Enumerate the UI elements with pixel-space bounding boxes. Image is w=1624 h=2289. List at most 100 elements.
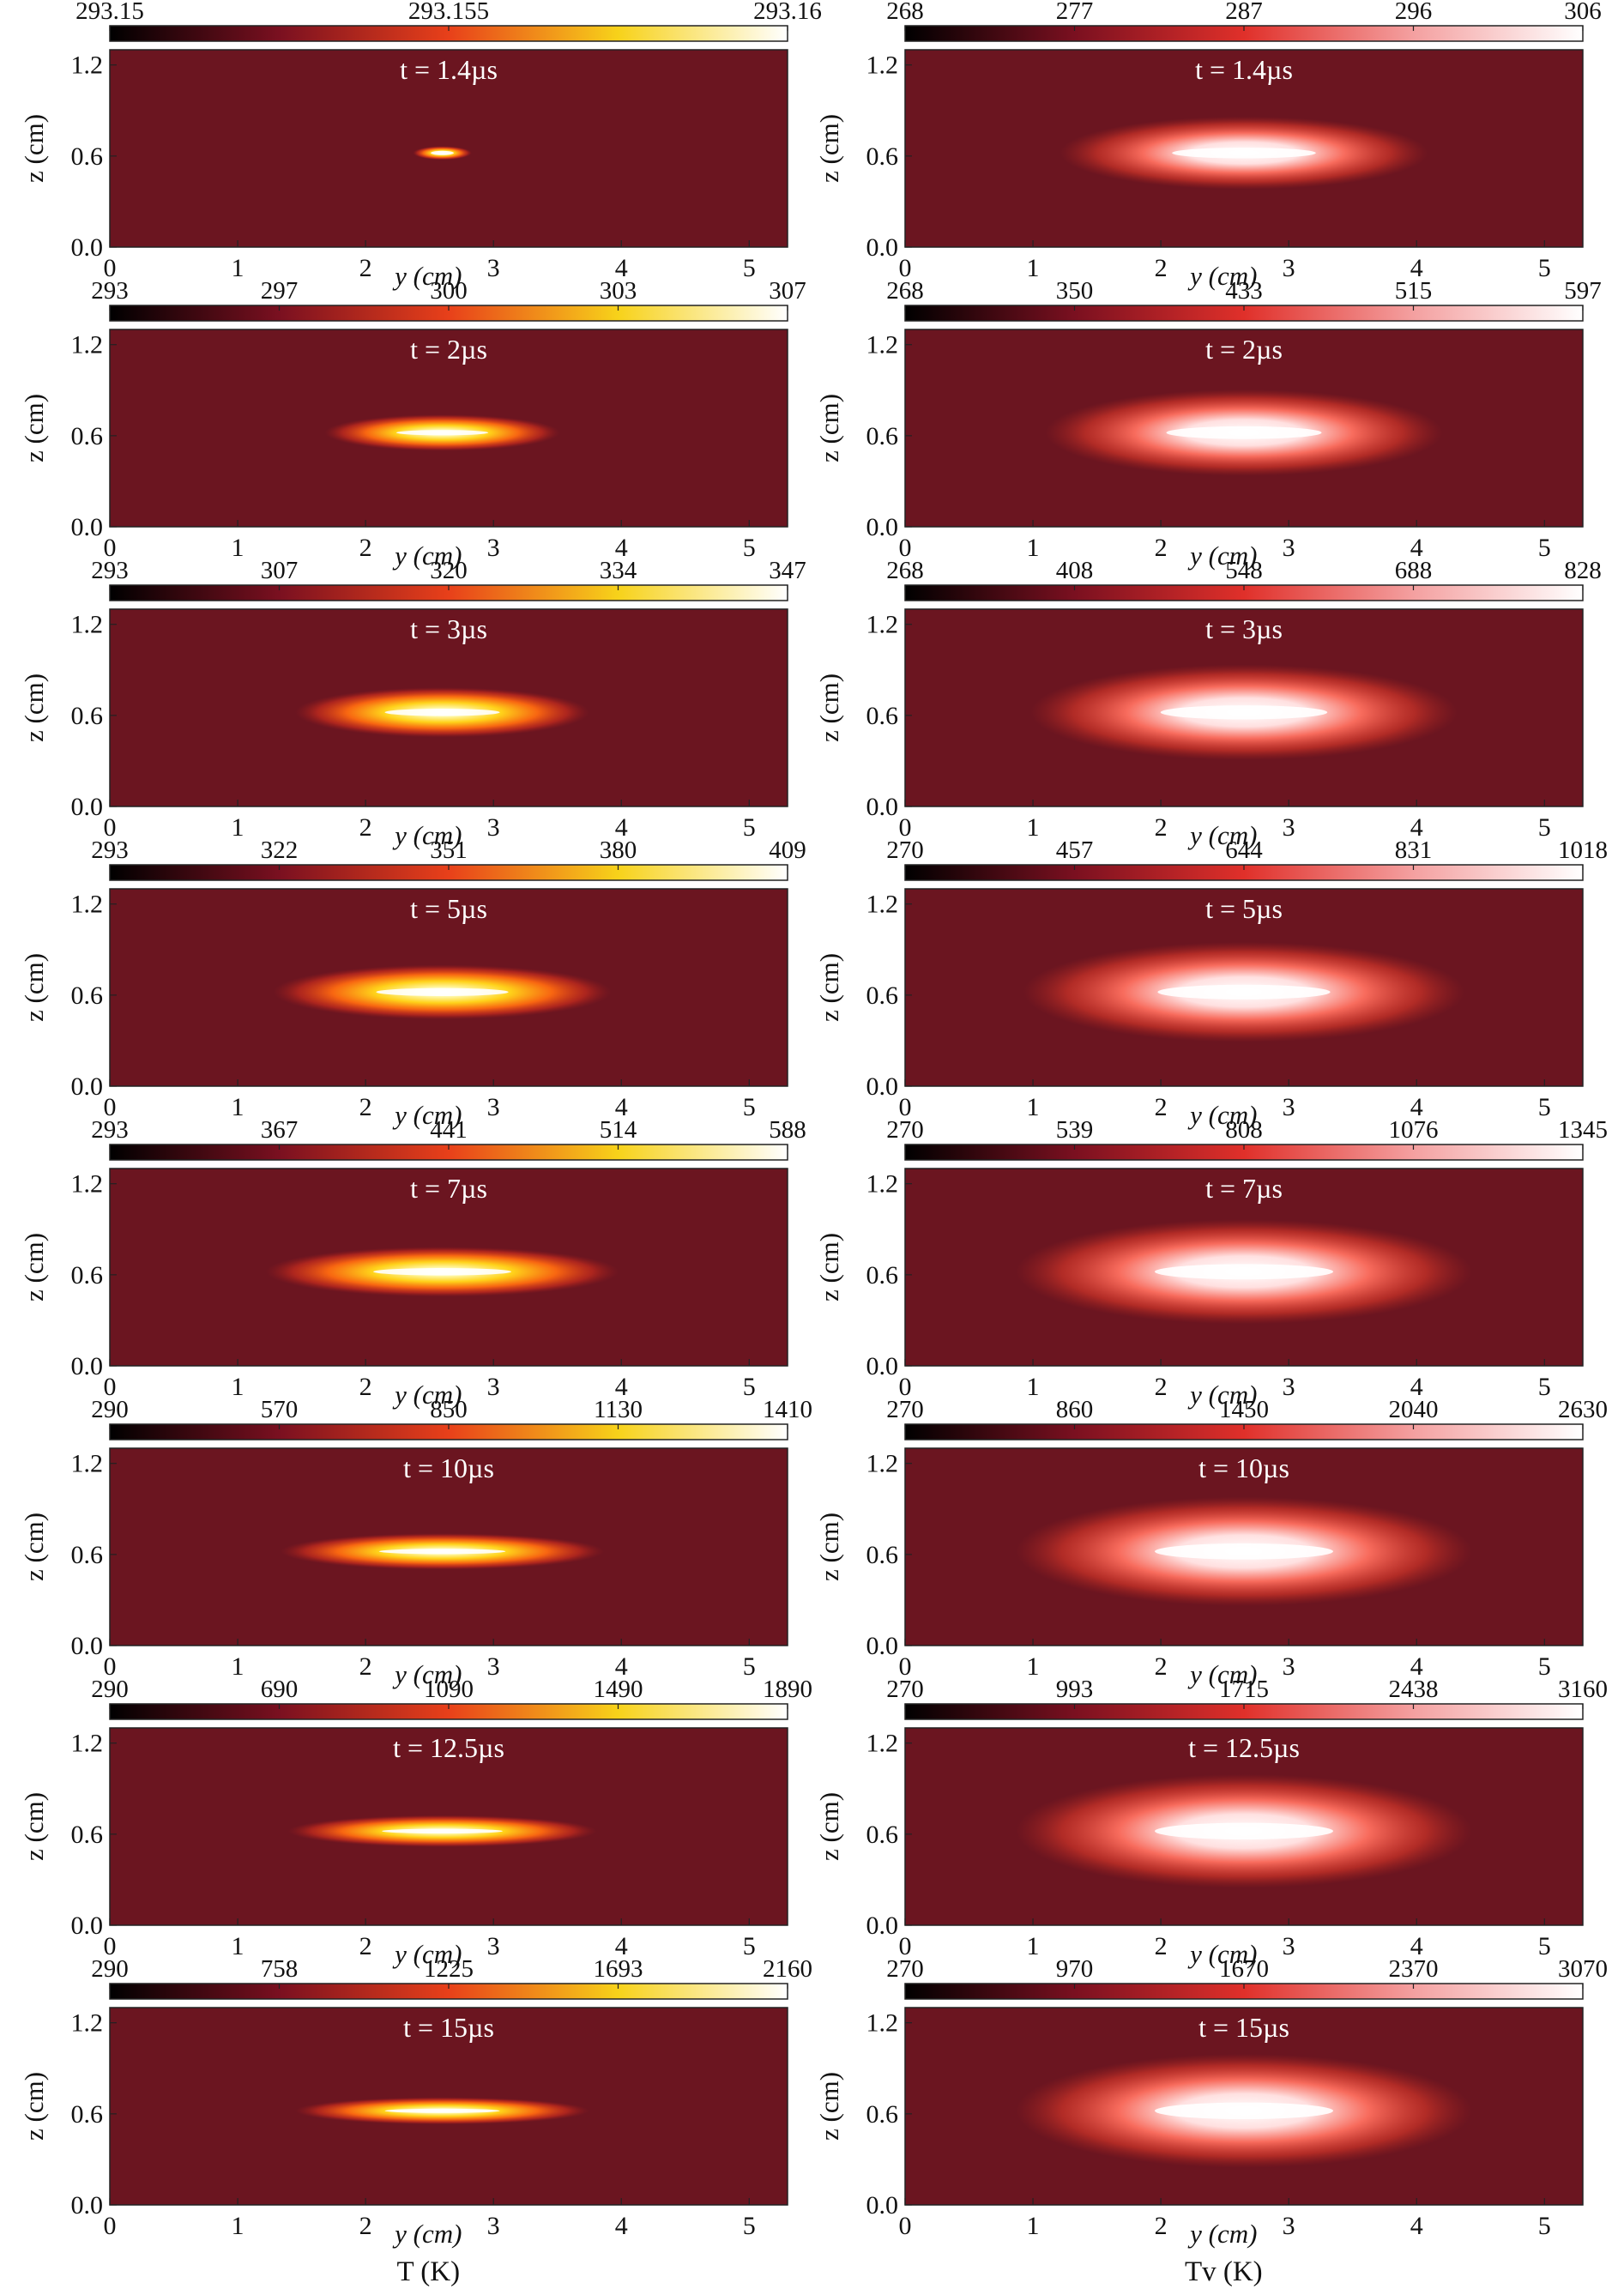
plot-frame [109, 888, 788, 1087]
time-label: t = 10µs [1198, 1453, 1289, 1483]
x-tick-label: 4 [1410, 2212, 1423, 2240]
y-axis-label: z (cm) [814, 673, 844, 742]
colorbar-tick-label: 293 [91, 277, 129, 305]
x-tick-label: 2 [359, 813, 372, 842]
colorbar-tick-label: 644 [1225, 836, 1263, 864]
x-tick-label: 4 [615, 254, 628, 282]
y-tick-label: 0.6 [866, 1541, 899, 1569]
heat-core [382, 1828, 503, 1834]
x-tick-label: 0 [899, 254, 912, 282]
colorbar-tick-label: 515 [1395, 277, 1433, 305]
x-tick-label: 1 [232, 1932, 245, 1960]
x-tick-label: 4 [615, 534, 628, 562]
y-tick-label: 0.0 [71, 1912, 104, 1940]
colorbar-tick-label: 539 [1056, 1116, 1094, 1144]
x-tick-label: 5 [743, 2212, 756, 2240]
y-tick-label: 0.6 [71, 422, 104, 450]
heat-core [373, 1268, 512, 1276]
x-tick-label: 0 [104, 1093, 117, 1121]
y-tick-label: 1.2 [71, 1450, 104, 1478]
heat-core [1155, 1822, 1333, 1840]
x-tick-label: 1 [1027, 1093, 1040, 1121]
colorbar-tick-label: 570 [261, 1396, 299, 1423]
x-tick-label: 1 [232, 534, 245, 562]
colorbar-tick-label: 831 [1395, 836, 1433, 864]
y-tick-label: 0.0 [866, 2191, 899, 2220]
colorbar-tick-label: 690 [261, 1676, 299, 1703]
panel-T-7: 290 758 1225 1693 2160 t = 15µs 0 1 2 3 4 5 0.0 0.6 1.… [19, 1955, 812, 2249]
colorbar-tick-label: 2370 [1389, 1955, 1439, 1983]
colorbar-tick-label: 293.16 [753, 0, 822, 25]
x-tick-label: 2 [359, 2212, 372, 2240]
panel-Tv-5: 270 860 1450 2040 2630 t = 10µs 0 1 2 3 4 5 0.0 0.6 1.… [814, 1396, 1608, 1689]
panel-Tv-0: 268 277 287 296 306 t = 1.4µs 0 1 2 3 4 5 0.0 0.6 1.2 y… [814, 0, 1602, 291]
colorbar-tick-label: 293 [91, 836, 129, 864]
x-tick-label: 1 [232, 254, 245, 282]
x-tick-label: 4 [615, 2212, 628, 2240]
colorbar-tick-label: 268 [886, 557, 924, 584]
x-axis-label: y (cm) [1187, 1659, 1257, 1689]
colorbar-tick-label: 1090 [424, 1676, 474, 1703]
y-tick-label: 1.2 [866, 891, 899, 919]
x-tick-label: 0 [104, 1932, 117, 1960]
y-tick-label: 0.6 [866, 1821, 899, 1849]
panel-T-1: 293 297 300 303 307 t = 2µs 0 1 2 3 4 5 0.0 0.6 1.2 y (… [19, 277, 806, 571]
colorbar-tick-label: 334 [600, 557, 637, 584]
y-tick-label: 0.0 [866, 1632, 899, 1660]
x-tick-label: 5 [1538, 534, 1551, 562]
x-axis-label: y (cm) [392, 1380, 462, 1410]
y-tick-label: 1.2 [71, 331, 104, 359]
colorbar-tick-label: 293.15 [75, 0, 144, 25]
x-tick-label: 3 [487, 1652, 500, 1681]
panel-T-0: 293.15 293.155 293.16 t = 1.4µs 0 1 2 3 4 5 0.0 0.6… [19, 0, 822, 291]
colorbar-tick-label: 1670 [1219, 1955, 1269, 1983]
x-tick-label: 3 [487, 1093, 500, 1121]
colorbar-tick-label: 1130 [594, 1396, 643, 1423]
colorbar-tick-label: 597 [1564, 277, 1602, 305]
x-tick-label: 1 [232, 1093, 245, 1121]
time-label: t = 3µs [410, 613, 487, 644]
colorbar-tick-label: 270 [886, 1955, 924, 1983]
y-tick-label: 1.2 [866, 51, 899, 80]
colorbar-tick-label: 1018 [1558, 836, 1608, 864]
y-tick-label: 0.0 [866, 233, 899, 262]
y-tick-label: 0.6 [71, 981, 104, 1010]
colorbar-tick-label: 2040 [1389, 1396, 1439, 1423]
colorbar-tick-label: 277 [1056, 0, 1094, 25]
time-label: t = 1.4µs [1195, 54, 1293, 85]
x-tick-label: 3 [487, 1373, 500, 1401]
x-tick-label: 5 [743, 1093, 756, 1121]
x-tick-label: 3 [1283, 813, 1295, 842]
x-tick-label: 2 [1155, 1093, 1168, 1121]
plot-frame [109, 1727, 788, 1926]
y-axis-label: z (cm) [814, 1513, 844, 1581]
time-label: t = 5µs [1205, 893, 1283, 924]
x-tick-label: 2 [1155, 1932, 1168, 1960]
x-tick-label: 1 [232, 1652, 245, 1681]
time-label: t = 12.5µs [1188, 1732, 1300, 1763]
plot-frame [904, 2007, 1584, 2206]
colorbar-tick-label: 860 [1056, 1396, 1094, 1423]
colorbar-tick-label: 347 [769, 557, 806, 584]
x-tick-label: 2 [359, 534, 372, 562]
time-label: t = 1.4µs [400, 54, 498, 85]
y-tick-label: 0.6 [866, 2100, 899, 2129]
colorbar-tick-label: 409 [769, 836, 806, 864]
colorbar-tick-label: 441 [430, 1116, 468, 1144]
colorbar-tick-label: 1225 [424, 1955, 474, 1983]
x-tick-label: 3 [487, 813, 500, 842]
x-tick-label: 3 [487, 1932, 500, 1960]
x-axis-label: y (cm) [1187, 261, 1257, 291]
colorbar-unit-label: Tv (K) [1185, 2256, 1263, 2287]
heat-core [395, 430, 489, 436]
panel-T-6: 290 690 1090 1490 1890 t = 12.5µs 0 1 2 3 4 5 0.0 0.6… [19, 1676, 812, 1969]
time-label: t = 2µs [1205, 334, 1283, 365]
x-axis-label: y (cm) [392, 1939, 462, 1969]
colorbar-tick-label: 296 [1395, 0, 1433, 25]
y-tick-label: 0.6 [71, 1821, 104, 1849]
y-axis-label: z (cm) [814, 953, 844, 1022]
y-axis-label: z (cm) [814, 2072, 844, 2141]
x-axis-label: y (cm) [1187, 1939, 1257, 1969]
x-tick-label: 1 [232, 2212, 245, 2240]
colorbar-tick-label: 270 [886, 836, 924, 864]
